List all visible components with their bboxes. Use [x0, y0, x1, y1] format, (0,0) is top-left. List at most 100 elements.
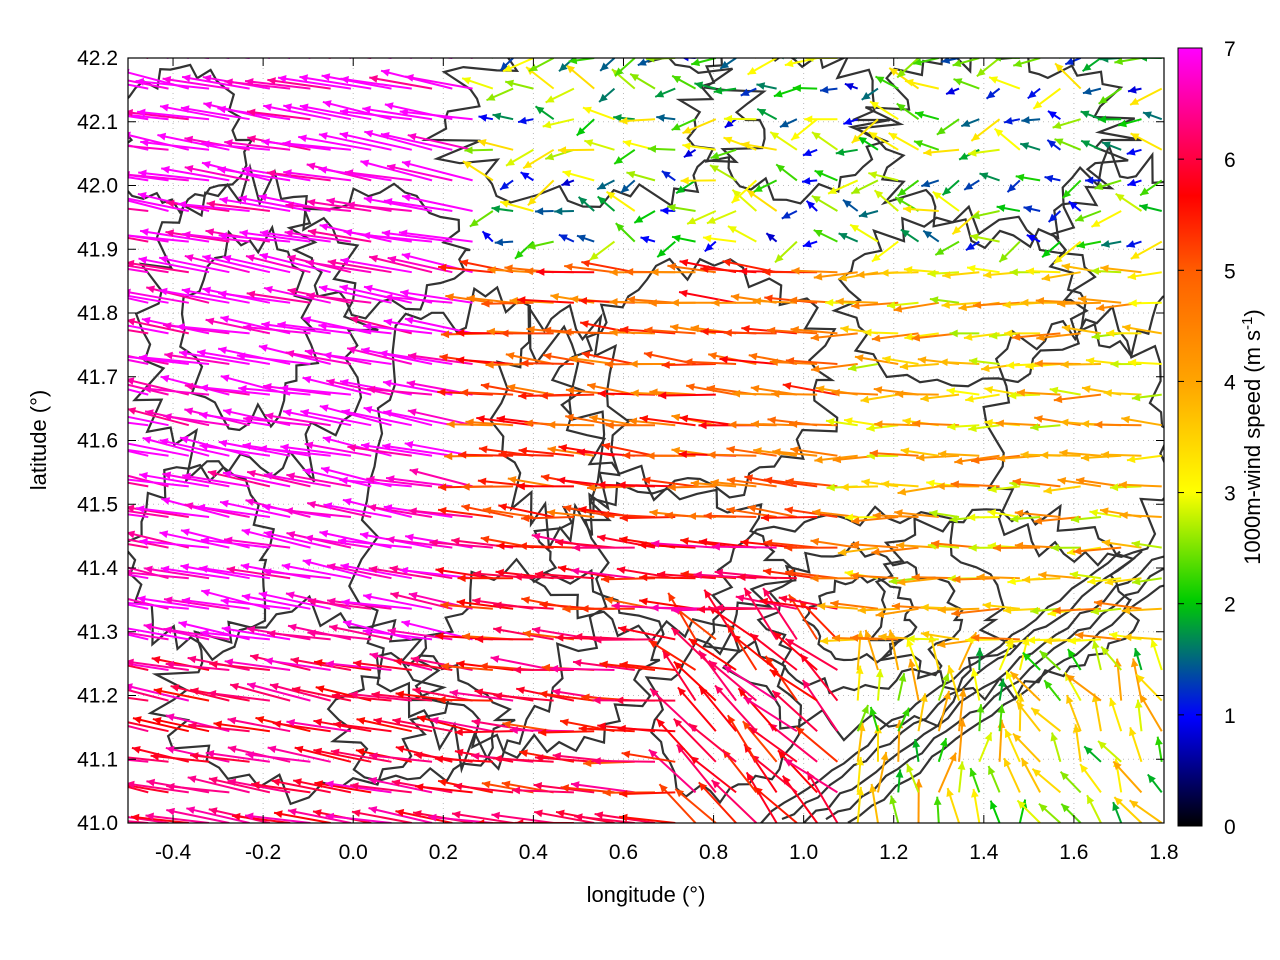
wind-vector-shaft [238, 196, 311, 212]
wind-vector-head [746, 772, 755, 782]
wind-vector-head [895, 197, 905, 205]
wind-vector-shaft [158, 256, 230, 274]
wind-vector-head [609, 297, 618, 306]
wind-vector-head [263, 383, 272, 391]
terrain-contour [803, 555, 1164, 823]
y-tick-label: 41.6 [77, 430, 118, 453]
wind-vector-shaft [128, 442, 190, 457]
wind-vector-head [99, 409, 108, 417]
wind-vector-head [135, 77, 144, 86]
wind-vector-head [813, 230, 823, 238]
wind-vector-head [677, 687, 687, 697]
wind-vector-head [1043, 486, 1053, 495]
wind-vector-head [139, 537, 148, 546]
wind-vector-shaft [468, 58, 473, 59]
wind-vector-head [958, 303, 967, 312]
wind-vector-shaft [639, 576, 696, 580]
wind-vector-head [1080, 420, 1090, 428]
wind-vector-head [1027, 90, 1037, 99]
wind-vector-head [315, 685, 325, 693]
wind-vector-head [893, 304, 903, 313]
wind-vector-head [642, 476, 651, 485]
wind-vector-head [141, 316, 151, 325]
wind-vector-head [1036, 333, 1045, 342]
wind-vector-shaft [673, 718, 717, 763]
wind-vector-head [363, 322, 372, 331]
wind-vector-head [478, 445, 488, 454]
wind-vector-shaft [759, 599, 818, 610]
wind-vector-head [319, 223, 329, 231]
wind-vector-shaft [760, 516, 818, 519]
wind-vector-head [1059, 449, 1068, 457]
wind-vector-head [300, 408, 310, 417]
wind-vector-shaft [383, 58, 392, 59]
wind-vector-head [874, 420, 883, 429]
wind-vector-head [979, 172, 989, 180]
wind-vector-head [699, 650, 708, 660]
wind-vector-head [521, 596, 530, 604]
wind-vector-head [920, 603, 929, 612]
wind-vector-shaft [570, 782, 635, 794]
wind-vector-shaft [224, 660, 291, 671]
wind-vector-head [542, 326, 552, 335]
wind-vector-shaft [223, 538, 291, 549]
wind-vector-head [543, 352, 552, 361]
wind-vector-head [1076, 476, 1085, 485]
wind-vector-shaft [563, 330, 615, 335]
wind-vector-head [243, 323, 252, 332]
wind-vector-head [971, 132, 981, 141]
wind-vector-shaft [362, 594, 433, 610]
wind-vector-shaft [246, 110, 311, 121]
wind-vector-head [592, 696, 601, 705]
wind-vector-head [741, 141, 750, 149]
wind-vector-head [408, 41, 417, 49]
wind-vector-head [283, 408, 292, 417]
wind-vector-head [1128, 299, 1137, 308]
wind-vector-shaft [159, 105, 230, 121]
wind-vector-head [1110, 360, 1119, 369]
wind-vector-head [546, 508, 556, 517]
wind-vector-shaft [128, 421, 149, 427]
wind-vector-shaft [456, 600, 514, 610]
wind-vector-head [384, 293, 393, 302]
wind-vector-shaft [493, 757, 554, 763]
wind-vector-head [622, 139, 632, 148]
wind-vector-head [1036, 47, 1045, 54]
wind-vector-shaft [262, 104, 331, 121]
wind-vector-head [562, 170, 572, 178]
wind-vector-head [1155, 736, 1163, 746]
wind-vector-head [290, 656, 300, 665]
wind-vector-head [639, 415, 649, 423]
wind-vector-head [305, 259, 315, 267]
wind-vector-head [687, 512, 697, 521]
wind-vector-head [1022, 575, 1031, 584]
wind-vector-head [996, 204, 1006, 213]
wind-vector-head [367, 503, 377, 512]
wind-vector-head [340, 257, 349, 265]
wind-vector-shaft [261, 140, 331, 151]
wind-vector-head [369, 752, 378, 760]
wind-vector-head [648, 749, 658, 758]
wind-vector-head [298, 134, 307, 143]
wind-vector-head [247, 135, 256, 143]
wind-vector-head [984, 418, 993, 427]
wind-vector-head [355, 748, 365, 756]
wind-vector-head [698, 538, 708, 546]
x-axis-ticks: -0.4 -0.2 0.0 0.2 0.4 0.6 0.8 1.0 1.2 1.4 1.6 1.8 [155, 58, 1179, 864]
wind-vector-shaft [362, 107, 433, 121]
wind-vector-head [220, 315, 230, 323]
wind-vector-head [138, 256, 148, 264]
wind-vector-shaft [619, 815, 676, 823]
wind-vector-head [1085, 176, 1094, 185]
wind-vector-shaft [407, 409, 473, 427]
wind-vector-head [935, 247, 945, 256]
wind-vector-head [200, 536, 210, 545]
wind-vector-head [55, 597, 64, 605]
wind-vector-head [545, 152, 555, 161]
wind-vector-head [680, 570, 689, 579]
wind-vector-head [501, 780, 511, 789]
wind-vector-head [323, 502, 333, 510]
wind-vector-shaft [491, 813, 554, 823]
y-tick-label: 41.7 [77, 366, 118, 389]
wind-vector-shaft [239, 58, 250, 59]
